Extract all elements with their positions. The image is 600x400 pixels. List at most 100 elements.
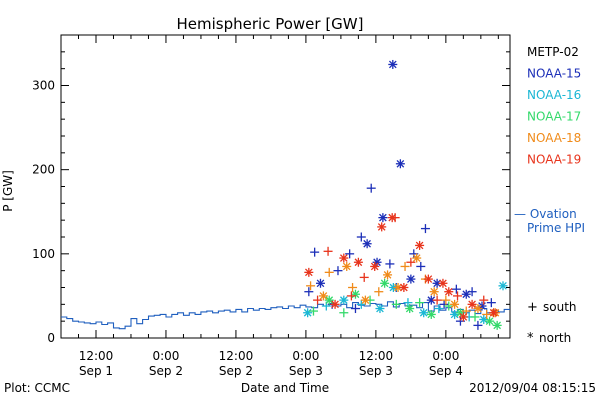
north-point [426, 295, 436, 305]
south-point [366, 183, 376, 193]
north-point [377, 222, 387, 232]
north-point [415, 240, 425, 250]
x-tick-time-label: 12:00 [219, 349, 254, 363]
north-point [362, 239, 372, 249]
chart-title: Hemispheric Power [GW] [177, 15, 364, 33]
marker-legend-north-label: north [539, 331, 571, 345]
north-point [450, 299, 460, 309]
north-point [383, 270, 393, 280]
x-tick-date-label: Sep 4 [429, 364, 463, 378]
north-point [419, 308, 429, 318]
plot-area [61, 59, 510, 330]
north-point [467, 299, 477, 309]
legend-entry: NOAA-17 [527, 110, 581, 124]
legend-entry: NOAA-19 [527, 153, 581, 167]
x-tick-date-label: Sep 2 [219, 364, 253, 378]
north-point [324, 295, 334, 305]
ovation-legend-line1: — Ovation [514, 207, 577, 221]
y-tick-label: 300 [32, 79, 55, 93]
south-point [356, 232, 366, 242]
marker-legend-north: * north [527, 331, 571, 346]
south-point [374, 287, 384, 297]
north-point [378, 213, 388, 223]
plot-timestamp: 2012/09/04 08:15:15 [469, 381, 596, 395]
x-tick-time-label: 12:00 [79, 349, 114, 363]
north-point [473, 304, 483, 314]
north-point [388, 59, 398, 69]
north-point [405, 304, 415, 314]
south-point [415, 298, 425, 308]
south-point [333, 266, 343, 276]
south-point [444, 301, 454, 311]
north-point [318, 291, 328, 301]
north-point [406, 274, 416, 284]
y-tick-label: 0 [47, 331, 55, 345]
y-tick-label: 100 [32, 247, 55, 261]
north-point [330, 299, 340, 309]
south-point [420, 224, 430, 234]
south-point [356, 299, 366, 309]
marker-legend-south-label: south [543, 300, 577, 314]
south-point [467, 287, 477, 297]
south-point [339, 308, 349, 318]
south-point [479, 295, 489, 305]
asterisk-marker-icon: * [527, 331, 534, 346]
south-point [400, 261, 410, 271]
y-axis: 0 100 200 300 [32, 51, 510, 345]
north-point [485, 316, 495, 326]
north-point [339, 295, 349, 305]
legend-entry: METP-02 [527, 45, 579, 59]
south-point [350, 304, 360, 314]
south-point [432, 295, 442, 305]
north-point [489, 308, 499, 318]
north-point [380, 278, 390, 288]
x-tick-date-label: Sep 2 [149, 364, 183, 378]
north-point [412, 253, 422, 263]
x-tick-date-label: Sep 3 [359, 364, 393, 378]
north-point [342, 261, 352, 271]
south-point [391, 299, 401, 309]
north-point [350, 289, 360, 299]
north-point [395, 159, 405, 169]
south-point [482, 309, 492, 319]
south-point [486, 298, 496, 308]
south-point [390, 213, 400, 223]
south-point [324, 267, 334, 277]
ovation-hpi-line [61, 301, 510, 330]
north-point [458, 312, 468, 322]
marker-legend-south: + south [527, 300, 577, 315]
south-point [434, 304, 444, 314]
south-point [439, 299, 449, 309]
south-point [441, 295, 451, 305]
legend-entry: NOAA-18 [527, 131, 581, 145]
north-point [370, 261, 380, 271]
legend-entry: NOAA-15 [527, 67, 581, 81]
north-point [438, 278, 448, 288]
x-tick-time-label: 0:00 [292, 349, 319, 363]
south-point [385, 259, 395, 269]
plot-credit: Plot: CCMC [4, 381, 70, 395]
north-point [399, 283, 409, 292]
x-tick-time-label: 0:00 [152, 349, 179, 363]
x-tick-date-label: Sep 3 [289, 364, 323, 378]
north-point [444, 287, 454, 297]
north-point [450, 309, 460, 319]
south-point [310, 247, 320, 257]
south-point [308, 306, 318, 316]
south-point [304, 287, 314, 297]
north-point [375, 304, 385, 314]
plus-marker-icon: + [527, 300, 538, 315]
north-point [303, 308, 313, 318]
north-point [426, 309, 436, 319]
north-point [360, 295, 370, 305]
south-point [345, 249, 355, 259]
x-tick-date-label: Sep 1 [79, 364, 113, 378]
north-point [353, 257, 363, 267]
y-axis-label: P [GW] [1, 170, 15, 212]
legend-entry: NOAA-16 [527, 88, 581, 102]
south-point [323, 246, 333, 256]
north-point [304, 267, 314, 277]
x-tick-time-label: 12:00 [359, 349, 394, 363]
